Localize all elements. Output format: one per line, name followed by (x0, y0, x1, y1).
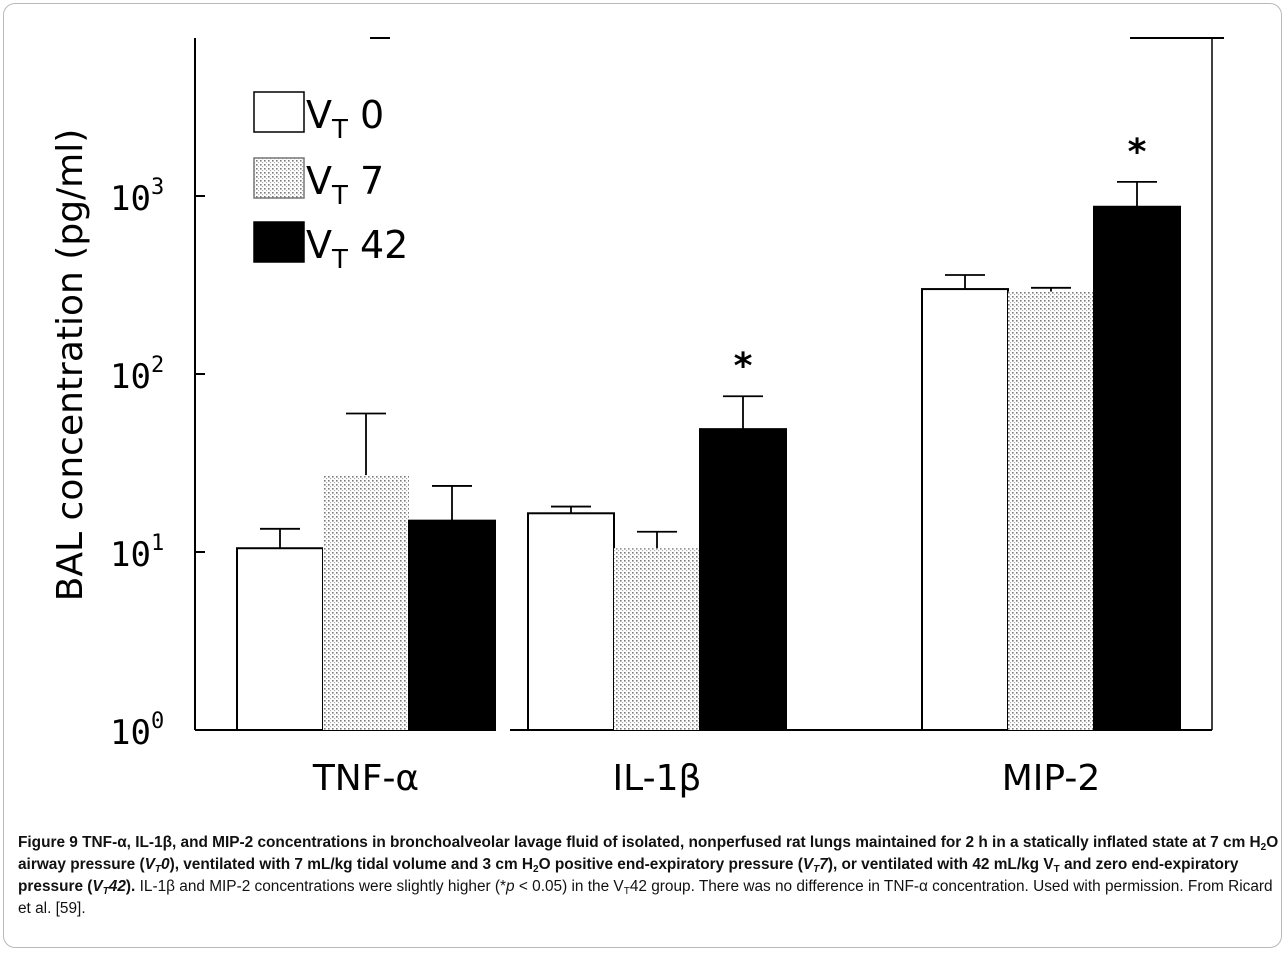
caption-variable: p (506, 878, 515, 895)
caption-title-part: O airway pressure ( (18, 834, 1279, 873)
y-tick-base: 10 (110, 357, 151, 397)
legend-label-subscript: T (331, 245, 348, 275)
legend-label: VT 0 (306, 93, 384, 145)
legend-label-var: V (306, 93, 332, 137)
caption-variable: V (92, 878, 103, 895)
bar (921, 288, 1009, 731)
legend-label-value: 42 (348, 223, 408, 267)
x-tick-label: MIP-2 (1002, 758, 1101, 799)
caption-text: 42 group. There was no difference in TNF… (18, 878, 1273, 917)
bar (236, 547, 324, 732)
y-tick-exponent: 0 (151, 709, 164, 734)
y-tick-base: 10 (110, 535, 151, 575)
caption-title-part: O positive end-expiratory pressure ( (538, 856, 803, 873)
caption-title-part: ), or ventilated with 42 mL/kg V (827, 856, 1054, 873)
y-tick-base: 10 (110, 179, 151, 219)
caption-subscript: T (813, 864, 820, 875)
y-tick-exponent: 2 (151, 353, 164, 378)
bar (323, 475, 409, 730)
caption-subscript: T (154, 864, 161, 875)
legend-label-value: 7 (348, 159, 384, 203)
x-tick-label: TNF-α (312, 758, 419, 799)
legend-label-subscript: T (331, 115, 348, 145)
legend-label-var: V (306, 223, 332, 267)
caption-subscript: T (1053, 864, 1060, 875)
bar (1093, 205, 1181, 732)
legend-label-var: V (306, 159, 332, 203)
x-tick-label: IL-1β (613, 758, 702, 799)
legend-swatch (253, 221, 305, 263)
bar (614, 548, 700, 730)
legend-swatch (253, 157, 305, 199)
caption-text: IL-1β and MIP-2 concentrations were slig… (135, 878, 507, 895)
y-tick-label: 101 (110, 531, 164, 575)
bar (1008, 291, 1094, 730)
bar (408, 519, 496, 731)
bar (527, 512, 615, 731)
caption-variable: V (802, 856, 814, 873)
legend-label: VT 7 (306, 159, 384, 211)
y-tick-base: 10 (110, 713, 151, 753)
caption-title-part: and zero end-expiratory pressure ( (18, 856, 1239, 895)
caption-variable: 0 (161, 856, 170, 873)
y-tick-label: 103 (110, 175, 164, 219)
y-tick-label: 100 (110, 709, 164, 753)
caption-title-part: TNF-α, IL-1β, and MIP-2 concentrations i… (77, 834, 1261, 851)
caption-variable: 42 (108, 878, 126, 895)
caption-variable: V (144, 856, 155, 873)
legend-label: VT 42 (306, 223, 408, 275)
y-tick-label: 102 (110, 353, 164, 397)
y-tick-exponent: 3 (151, 175, 164, 200)
caption-title-part: ). (125, 878, 136, 895)
caption-figure-number: Figure 9 (18, 834, 78, 851)
figure-caption: Figure 9 TNF-α, IL-1β, and MIP-2 concent… (18, 832, 1280, 920)
legend-label-subscript: T (331, 181, 348, 211)
legend-swatch (253, 91, 305, 133)
caption-text: < 0.05) in the V (514, 878, 624, 895)
caption-title-part: ), ventilated with 7 mL/kg tidal volume … (169, 856, 534, 873)
caption-variable: 7 (819, 856, 828, 873)
bar (699, 428, 787, 731)
caption-subscript: T (102, 886, 109, 897)
caption-subscript: 2 (1260, 842, 1267, 853)
significance-marker: * (734, 346, 753, 387)
significance-marker: * (1128, 132, 1147, 173)
y-axis-label: BAL concentration (pg/ml) (50, 129, 91, 602)
caption-subscript: 2 (533, 864, 539, 875)
caption-subscript: T (623, 886, 630, 897)
y-tick-exponent: 1 (151, 531, 164, 556)
legend-label-value: 0 (348, 93, 384, 137)
